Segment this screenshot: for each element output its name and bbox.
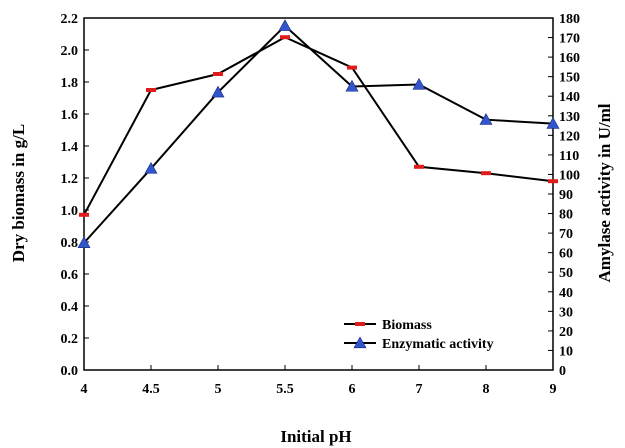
y-right-tick-label: 0 xyxy=(559,364,566,379)
y-right-tick-label: 60 xyxy=(559,247,573,262)
y-right-tick-label: 100 xyxy=(559,168,580,183)
y-left-tick-label: 0.0 xyxy=(61,364,79,379)
y-right-tick-label: 170 xyxy=(559,32,580,47)
data-point-enzymatic-activity xyxy=(546,116,560,129)
series-line-enzymatic-activity xyxy=(83,24,554,244)
data-point-enzymatic-activity xyxy=(345,79,359,92)
data-point-enzymatic-activity xyxy=(412,77,426,90)
y-left-tick-label: 1.4 xyxy=(61,140,79,155)
y-left-tick-label: 0.8 xyxy=(61,236,79,251)
legend-label-enzymatic-activity: Enzymatic activity xyxy=(382,337,494,352)
y-right-tick-label: 110 xyxy=(559,149,579,164)
y-right-tick-label: 20 xyxy=(559,325,573,340)
x-tick-label: 4.5 xyxy=(142,382,160,397)
x-tick-label: 4 xyxy=(81,382,88,397)
y-left-tick-label: 1.6 xyxy=(61,108,79,123)
y-right-tick-label: 130 xyxy=(559,110,580,125)
ticks-group: 0.0 0.2 0.4 0.6 0.8 1.0 1.2 1.4 1.6 1.8 2.0 2.2 0 10 2… xyxy=(61,12,581,397)
data-point-enzymatic-activity xyxy=(211,85,225,98)
lines-group xyxy=(83,24,554,244)
x-axis-title: Initial pH xyxy=(280,427,351,446)
x-tick-label: 7 xyxy=(416,382,423,397)
y-right-tick-label: 150 xyxy=(559,71,580,86)
plot-frame xyxy=(83,17,554,371)
y-right-tick-label: 40 xyxy=(559,286,573,301)
legend-marker-biomass xyxy=(355,322,365,326)
y-left-tick-label: 2.0 xyxy=(61,44,79,59)
y-axis-left-title: Dry biomass in g/L xyxy=(9,124,28,262)
data-point-enzymatic-activity xyxy=(278,19,292,31)
series-line-biomass xyxy=(83,36,554,216)
y-left-tick-label: 1.0 xyxy=(61,204,79,219)
y-right-tick-label: 140 xyxy=(559,90,580,105)
data-point-enzymatic-activity xyxy=(479,113,493,125)
data-point-biomass xyxy=(347,65,357,70)
legend-marker-enzymatic-activity xyxy=(353,336,367,349)
y-left-tick-label: 0.6 xyxy=(61,268,79,283)
y-left-tick-label: 0.4 xyxy=(61,300,79,315)
data-point-biomass xyxy=(213,72,223,76)
x-tick-label: 5 xyxy=(215,382,222,397)
legend: Biomass Enzymatic activity xyxy=(344,318,494,352)
x-tick-label: 6 xyxy=(349,382,356,397)
data-point-biomass xyxy=(414,164,424,169)
y-right-tick-label: 30 xyxy=(559,305,573,320)
y-right-tick-label: 80 xyxy=(559,208,573,223)
y-left-tick-label: 0.2 xyxy=(61,332,79,347)
x-tick-label: 5.5 xyxy=(276,382,294,397)
y-left-tick-label: 1.8 xyxy=(61,76,79,91)
data-point-biomass xyxy=(146,88,156,92)
y-right-tick-label: 160 xyxy=(559,51,580,66)
data-point-biomass xyxy=(79,212,89,217)
y-left-tick-label: 1.2 xyxy=(61,172,79,187)
x-tick-label: 8 xyxy=(483,382,490,397)
data-point-biomass xyxy=(481,171,491,176)
y-right-tick-label: 10 xyxy=(559,344,573,359)
data-point-enzymatic-activity xyxy=(77,236,91,248)
y-right-tick-label: 70 xyxy=(559,227,573,242)
data-point-biomass xyxy=(548,179,558,184)
legend-label-biomass: Biomass xyxy=(382,318,432,333)
y-axis-right-title: Amylase activity in U/ml xyxy=(595,103,614,282)
y-right-tick-label: 90 xyxy=(559,188,573,203)
data-point-enzymatic-activity xyxy=(144,161,158,174)
axes-group xyxy=(83,17,554,371)
y-right-tick-label: 120 xyxy=(559,129,580,144)
markers-group xyxy=(77,19,560,248)
y-right-tick-label: 180 xyxy=(559,12,580,27)
x-tick-label: 9 xyxy=(550,382,557,397)
y-left-tick-label: 2.2 xyxy=(61,12,79,27)
data-point-biomass xyxy=(280,35,290,40)
y-right-tick-label: 50 xyxy=(559,266,573,281)
